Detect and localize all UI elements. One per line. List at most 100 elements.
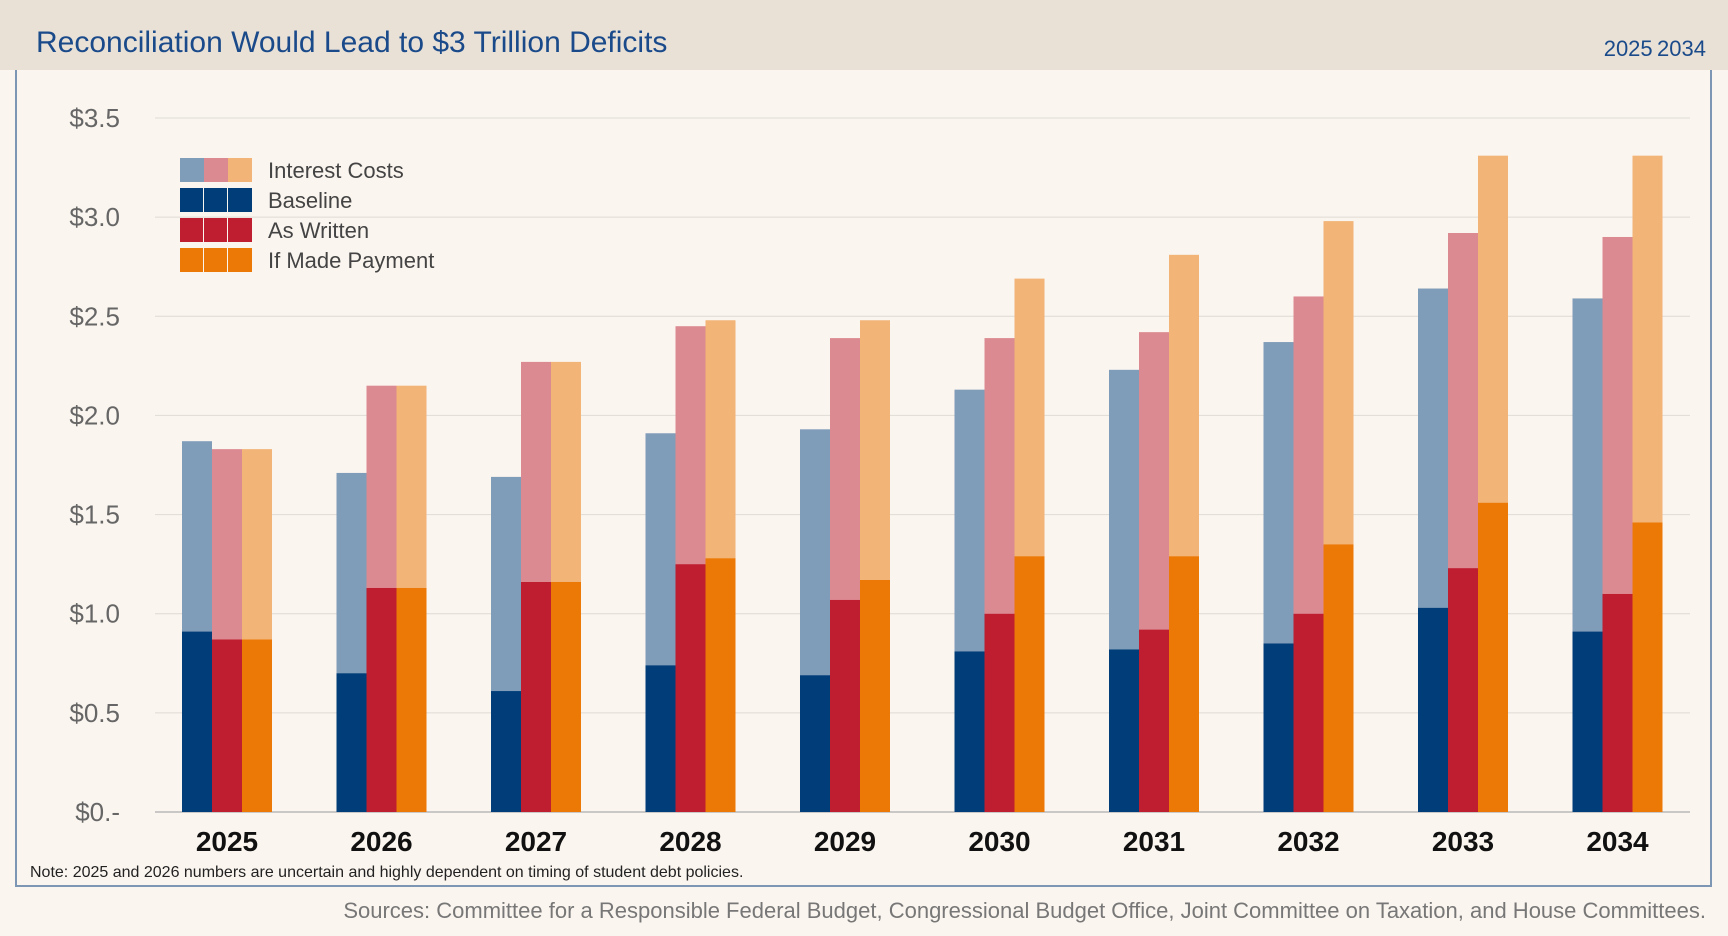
bar-interest-baseline [336,472,367,674]
bar-interest-if-made-payment [242,449,272,640]
bar-if-made-payment [396,587,427,812]
y-tick-label: $2.5 [69,301,120,331]
bar-interest-as-written [1293,296,1324,614]
bar-interest-as-written [830,338,860,600]
legend-swatch-baseline [180,188,203,212]
bar-interest-baseline [1418,288,1448,608]
legend-swatch-as-written [228,218,252,242]
bar-if-made-payment [1014,556,1045,812]
bar-baseline [182,631,212,812]
bar-interest-baseline [182,441,212,632]
bar-baseline [1109,649,1139,812]
x-tick-label: 2031 [1123,826,1185,857]
bar-interest-if-made-payment [1014,278,1045,557]
bar-baseline [336,673,367,812]
y-tick-label: $0.5 [69,698,120,728]
legend-swatch-interest [180,158,204,182]
bar-interest-as-written [212,449,242,640]
bar-as-written [366,587,397,812]
legend-swatch-as-written [204,218,227,242]
bar-as-written [1293,613,1324,812]
bar-interest-baseline [954,389,985,652]
y-tick-label: $3.5 [69,103,120,133]
bars [182,155,1663,812]
bar-as-written [212,639,242,812]
grouped-stacked-bar-chart: $0.- $0.5 $1.0 $1.5 $2.0 $2.5 $3.0 $3.5 2025 202… [69,103,1690,857]
sources-line: Sources: Committee for a Responsible Fed… [343,898,1706,923]
legend-label-baseline: Baseline [268,188,352,213]
bar-interest-baseline [1572,298,1603,632]
x-tick-label: 2027 [505,826,567,857]
legend: Interest Costs Baseline As Written If Made … [180,158,434,273]
bar-as-written [1139,629,1169,812]
bar-if-made-payment [242,639,272,812]
bar-interest-baseline [645,433,676,666]
bar-if-made-payment [1169,556,1199,812]
y-tick-label: $3.0 [69,202,120,232]
bar-as-written [1448,568,1478,812]
bar-baseline [1572,631,1603,812]
legend-swatch-if-made-payment [204,248,227,272]
bar-baseline [645,665,676,812]
bar-as-written [675,564,706,812]
y-axis-ticks: $0.- $0.5 $1.0 $1.5 $2.0 $2.5 $3.0 $3.5 [69,103,120,827]
legend-swatch-baseline [228,188,252,212]
bar-if-made-payment [705,558,736,812]
bar-interest-baseline [1263,342,1294,644]
legend-swatch-interest [228,158,252,182]
bar-if-made-payment [1478,502,1508,812]
bar-as-written [830,599,860,812]
bar-as-written [1602,593,1633,812]
x-tick-label: 2025 [196,826,258,857]
x-tick-label: 2028 [659,826,721,857]
bar-interest-as-written [1139,332,1169,630]
chart-frame [15,70,1712,887]
bar-baseline [954,651,985,812]
bar-baseline [491,691,521,812]
x-axis-ticks: 2025 2026 2027 2028 2029 2030 2031 2032 2033 2034 [196,826,1649,857]
bar-interest-baseline [1109,369,1139,650]
legend-swatch-if-made-payment [180,248,203,272]
legend-label-if-made-payment: If Made Payment [268,248,434,273]
x-tick-label: 2029 [814,826,876,857]
bar-if-made-payment [551,581,581,812]
x-tick-label: 2032 [1277,826,1339,857]
bar-baseline [1418,607,1448,812]
bar-interest-as-written [366,385,397,588]
y-tick-label: $0.- [75,797,120,827]
footnote: Note: 2025 and 2026 numbers are uncertai… [30,864,744,881]
y-tick-label: $1.0 [69,599,120,629]
period-label: 2025 2034 [1603,36,1706,61]
bar-as-written [984,613,1015,812]
bar-interest-as-written [1448,233,1478,569]
chart-title: Reconciliation Would Lead to $3 Trillion… [36,26,668,59]
bar-interest-if-made-payment [1323,221,1354,545]
bar-baseline [1263,643,1294,812]
bar-interest-if-made-payment [551,361,581,582]
bar-interest-if-made-payment [1632,155,1663,523]
bar-interest-baseline [491,476,521,692]
header-bar: Reconciliation Would Lead to $3 Trillion… [0,0,1728,70]
bar-as-written [521,581,551,812]
bar-interest-if-made-payment [1169,254,1199,557]
x-tick-label: 2026 [350,826,412,857]
bar-interest-as-written [984,338,1015,614]
legend-swatch-as-written [180,218,203,242]
bar-interest-if-made-payment [860,320,890,581]
x-tick-label: 2034 [1586,826,1649,857]
bar-if-made-payment [1323,544,1354,812]
bar-interest-as-written [521,361,551,582]
y-tick-label: $2.0 [69,400,120,430]
bar-interest-baseline [800,429,830,676]
x-tick-label: 2033 [1432,826,1494,857]
bar-interest-if-made-payment [705,320,736,559]
y-tick-label: $1.5 [69,500,120,530]
legend-swatch-interest [204,158,228,182]
bar-if-made-payment [1632,522,1663,812]
bar-baseline [800,675,830,812]
bar-interest-if-made-payment [1478,155,1508,503]
bar-interest-as-written [675,326,706,565]
legend-label-as-written: As Written [268,218,369,243]
bar-interest-as-written [1602,236,1633,594]
legend-label-interest-costs: Interest Costs [268,158,404,183]
